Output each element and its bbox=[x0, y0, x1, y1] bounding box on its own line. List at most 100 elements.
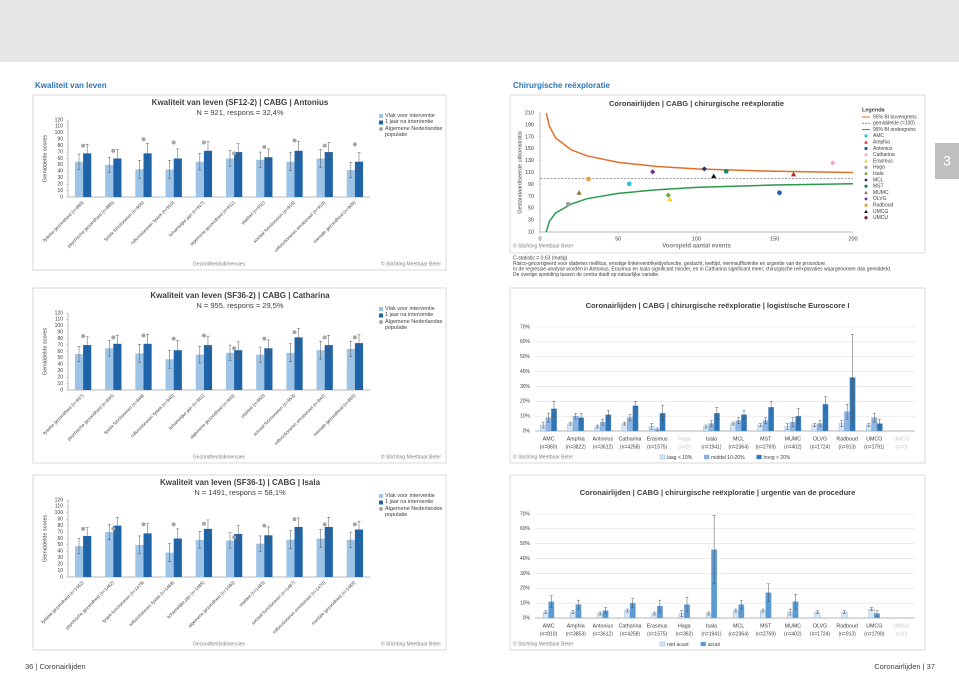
error-bar bbox=[176, 148, 180, 169]
error-bar bbox=[625, 608, 629, 613]
error-bar bbox=[872, 412, 876, 423]
reference-dot bbox=[201, 333, 206, 338]
y-tick-label: 50 bbox=[57, 355, 63, 361]
error-bar bbox=[571, 610, 575, 614]
source: © Stichting Meetbaar Beter bbox=[381, 260, 441, 267]
chart-title: Coronairlijden | CABG | chirurgische reë… bbox=[580, 488, 856, 497]
chart-frame bbox=[509, 287, 926, 464]
error-bar bbox=[258, 346, 262, 363]
error-bar bbox=[845, 404, 849, 420]
legend-label: niet acuut bbox=[667, 642, 689, 648]
bar bbox=[324, 526, 333, 577]
x-tick-note: (n=0) bbox=[678, 444, 690, 450]
error-bar bbox=[552, 401, 556, 417]
x-tick-note: (n=1575) bbox=[647, 631, 667, 637]
x-axis-title: Gezondheidsdimensies bbox=[193, 641, 245, 647]
bar bbox=[324, 345, 333, 390]
error-bar bbox=[77, 346, 81, 363]
bar bbox=[135, 544, 144, 577]
error-bar bbox=[236, 525, 240, 543]
y-tick-label: 10 bbox=[57, 381, 63, 387]
x-tick-note: (n=1575) bbox=[647, 444, 667, 450]
legend-item: 1 jaar na interventie bbox=[385, 499, 433, 505]
x-tick-note: (n=3853) bbox=[566, 631, 586, 637]
error-bar bbox=[236, 341, 240, 359]
source: © Stichting Meetbaar Beter bbox=[513, 640, 573, 647]
legend-item: 1 jaar na interventie bbox=[385, 312, 434, 318]
source: © Stichting Meetbaar Beter bbox=[513, 453, 573, 460]
error-bar bbox=[266, 526, 270, 544]
legend-label: 1 jaar na interventie bbox=[385, 312, 434, 318]
x-tick-label: Isala bbox=[706, 623, 717, 629]
y-tick-label: 0 bbox=[60, 574, 63, 580]
x-tick-label: Erasmus bbox=[647, 623, 668, 629]
error-bar bbox=[146, 523, 150, 544]
data-point bbox=[576, 190, 582, 195]
error-bar bbox=[85, 527, 89, 545]
reference-dot bbox=[232, 151, 237, 156]
y-axis-title: Gestandaardiseerde uitkomstratio bbox=[517, 131, 523, 214]
error-bar bbox=[115, 517, 119, 535]
reference-dot bbox=[111, 526, 116, 531]
bar bbox=[286, 539, 295, 577]
y-tick-label: 40 bbox=[57, 362, 63, 368]
reference-dot bbox=[141, 522, 146, 527]
x-tick-note: (n=402) bbox=[784, 444, 802, 450]
reference-dot bbox=[292, 330, 297, 335]
legend-label: Radboud bbox=[873, 203, 894, 209]
error-bar bbox=[228, 532, 232, 549]
y-tick-label: 40% bbox=[520, 556, 531, 562]
legend-label: Vlak voor interventie bbox=[385, 112, 435, 119]
error-bar bbox=[77, 538, 81, 555]
error-bar bbox=[85, 336, 89, 354]
error-bar bbox=[739, 599, 743, 610]
data-point bbox=[711, 173, 717, 179]
legend-label: Algemene Nederlandse populatie bbox=[385, 505, 443, 519]
legend-label: Algemene Nederlandse populatie bbox=[385, 318, 443, 332]
y-tick-label: 120 bbox=[55, 117, 64, 123]
chart-title: Coronairlijden | CABG | chirurgische reë… bbox=[586, 301, 850, 310]
reference-dot bbox=[262, 523, 267, 528]
y-tick-label: 70 bbox=[57, 149, 63, 155]
footer-left: 36 | Coronairlijden bbox=[25, 662, 86, 671]
y-tick-label: 120 bbox=[55, 497, 64, 503]
error-bar bbox=[737, 417, 741, 424]
y-tick-label: 10 bbox=[57, 568, 63, 574]
x-tick-note: (n=3822) bbox=[566, 444, 586, 450]
error-bar bbox=[85, 144, 89, 163]
error-bar bbox=[842, 610, 846, 614]
section-heading: Kwaliteit van leven bbox=[35, 81, 107, 90]
legend-swatch bbox=[864, 197, 868, 201]
bar bbox=[346, 348, 355, 390]
bar bbox=[294, 526, 303, 577]
y-tick-label: 80 bbox=[57, 523, 63, 529]
bar bbox=[74, 546, 84, 577]
error-bar bbox=[137, 160, 141, 179]
x-axis-title: Voorspeld aantal events bbox=[662, 244, 731, 250]
error-bar bbox=[258, 151, 262, 168]
bar bbox=[105, 532, 114, 577]
y-tick-label: 210 bbox=[525, 110, 534, 116]
legend-swatch bbox=[659, 641, 666, 647]
y-tick-label: 60 bbox=[57, 156, 63, 162]
error-bar bbox=[766, 583, 770, 602]
chapter-number: 3 bbox=[943, 153, 951, 169]
error-bar bbox=[595, 424, 599, 429]
data-point bbox=[667, 196, 673, 202]
legend-label: MUMC bbox=[873, 190, 889, 196]
bar bbox=[354, 161, 364, 197]
error-bar bbox=[198, 153, 202, 171]
error-bar bbox=[319, 340, 323, 360]
reference-dot bbox=[262, 336, 267, 341]
y-tick-label: 60% bbox=[520, 339, 531, 345]
x-axis-title: Gezondheidsdimensies bbox=[193, 261, 245, 267]
legend-label: MST bbox=[873, 184, 884, 190]
y-tick-label: 20 bbox=[57, 374, 63, 380]
error-bar bbox=[547, 412, 551, 423]
x-tick-label: Radboud bbox=[836, 436, 858, 442]
bar bbox=[264, 535, 273, 577]
reference-dot bbox=[292, 517, 297, 522]
bar bbox=[83, 153, 92, 197]
error-bar bbox=[168, 349, 172, 369]
y-tick-label: 60 bbox=[57, 536, 63, 542]
